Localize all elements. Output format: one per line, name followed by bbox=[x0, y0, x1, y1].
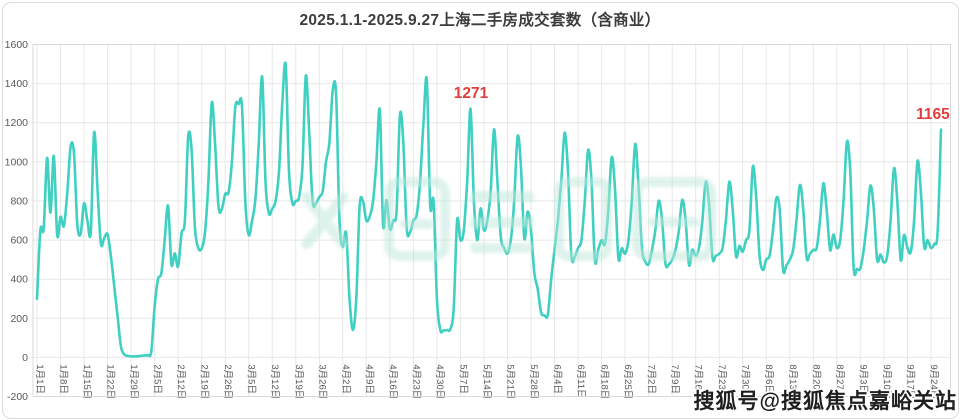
x-tick-label: 6月18日 bbox=[599, 364, 610, 399]
chart-title: 2025.1.1-2025.9.27上海二手房成交套数（含商业） bbox=[299, 12, 661, 29]
x-tick-label: 3月19日 bbox=[293, 364, 304, 399]
x-tick-label: 6月11日 bbox=[575, 364, 586, 398]
x-tick-label: 1月15日 bbox=[81, 364, 92, 399]
x-tick-label: 5月14日 bbox=[481, 364, 492, 399]
x-tick-label: 1月22日 bbox=[105, 364, 116, 399]
x-tick-label: 7月9日 bbox=[669, 364, 680, 394]
x-tick-label: 6月4日 bbox=[552, 364, 563, 394]
peak-value-label: 1271 bbox=[453, 85, 489, 102]
x-tick-label: 7月2日 bbox=[646, 364, 657, 394]
x-tick-label: 7月23日 bbox=[716, 364, 727, 399]
x-tick-label: 7月16日 bbox=[693, 364, 704, 399]
sohu-watermark-text: 搜狐号@搜狐焦点嘉峪关站 bbox=[693, 390, 957, 413]
x-tick-label: 9月3日 bbox=[857, 364, 868, 394]
x-tick-label: 2月12日 bbox=[175, 364, 186, 399]
x-tick-label: 4月9日 bbox=[363, 364, 374, 394]
y-tick-label: 0 bbox=[22, 352, 28, 364]
x-tick-label: 8月6日 bbox=[763, 364, 774, 394]
x-tick-label: 9月17日 bbox=[904, 364, 915, 399]
x-tick-label: 2月26日 bbox=[222, 364, 233, 399]
x-tick-label: 2月19日 bbox=[199, 364, 210, 399]
x-tick-label: 3月26日 bbox=[316, 364, 327, 399]
y-tick-label: 200 bbox=[10, 313, 28, 325]
x-tick-label: 6月25日 bbox=[622, 364, 633, 399]
x-tick-label: 5月28日 bbox=[528, 364, 539, 399]
x-tick-label: 1月29日 bbox=[128, 364, 139, 399]
y-tick-label: 1400 bbox=[5, 78, 29, 90]
x-tick-label: 9月24日 bbox=[928, 364, 939, 399]
x-tick-label: 8月27日 bbox=[834, 364, 845, 399]
x-tick-label: 1月8日 bbox=[58, 364, 69, 394]
x-tick-label: 4月2日 bbox=[340, 364, 351, 394]
y-tick-label: 800 bbox=[10, 195, 28, 207]
x-tick-label: 3月12日 bbox=[269, 364, 280, 399]
y-tick-label: 1600 bbox=[5, 39, 29, 51]
x-tick-label: 4月23日 bbox=[410, 364, 421, 399]
y-tick-label: 1000 bbox=[5, 156, 29, 168]
x-tick-label: 3月5日 bbox=[246, 364, 257, 394]
x-tick-label: 8月20日 bbox=[810, 364, 821, 399]
x-tick-label: 8月13日 bbox=[787, 364, 798, 399]
x-tick-label: 5月21日 bbox=[505, 364, 516, 399]
y-tick-label: 400 bbox=[10, 274, 28, 286]
y-tick-label: -200 bbox=[7, 391, 28, 403]
x-tick-label: 7月30日 bbox=[740, 364, 751, 399]
x-tick-label: 9月10日 bbox=[881, 364, 892, 399]
x-tick-label: 4月16日 bbox=[387, 364, 398, 399]
y-tick-label: 1200 bbox=[5, 117, 29, 129]
latest-value-label: 1165 bbox=[916, 106, 950, 123]
series-line bbox=[35, 61, 943, 358]
x-tick-label: 4月30日 bbox=[434, 364, 445, 399]
y-tick-label: 600 bbox=[10, 235, 28, 247]
x-tick-label: 2月5日 bbox=[152, 364, 163, 394]
x-tick-label: 5月7日 bbox=[457, 364, 468, 394]
plot-border bbox=[32, 44, 951, 397]
x-tick-label: 1月1日 bbox=[34, 364, 45, 394]
